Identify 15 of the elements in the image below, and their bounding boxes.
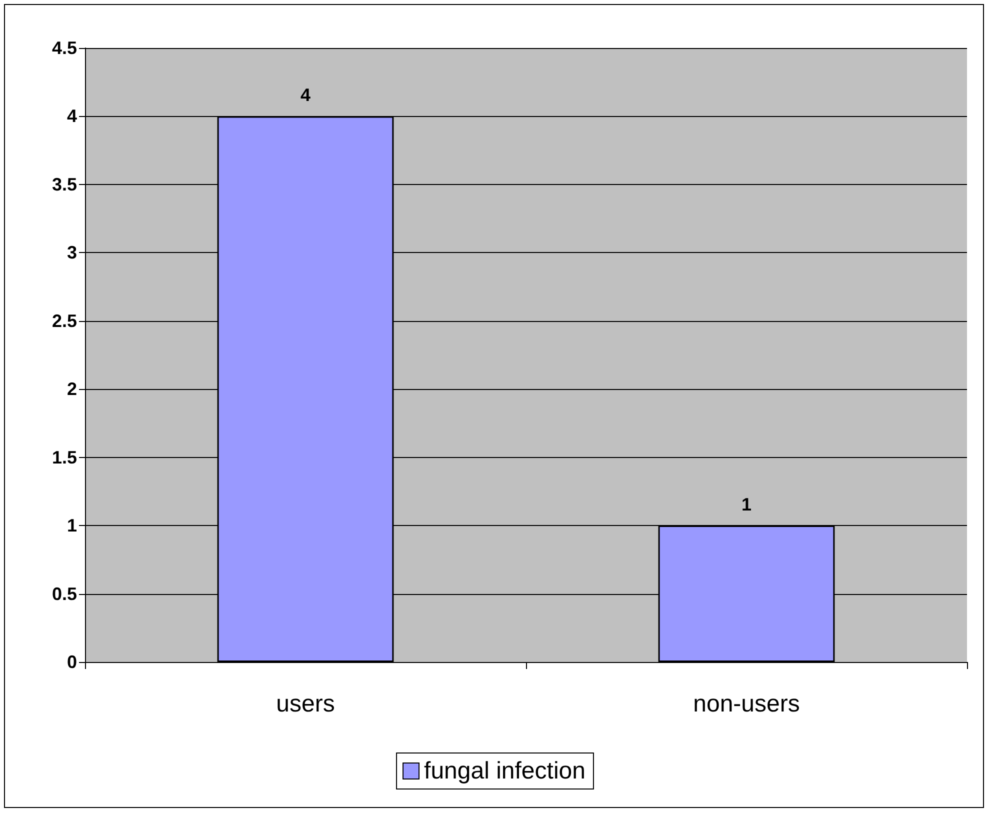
- x-tick-label: users: [276, 690, 335, 718]
- y-tick-label: 4.5: [52, 38, 77, 58]
- y-tick-label: 2.5: [52, 310, 77, 331]
- y-tick-label: 0.5: [52, 584, 77, 604]
- data-label: 4: [300, 85, 311, 106]
- data-label: 1: [741, 494, 752, 515]
- y-tick-label: 4: [66, 106, 77, 126]
- x-tick-label: non-users: [693, 690, 800, 718]
- y-tick-label: 1.5: [52, 447, 77, 468]
- legend-label: fungal infection: [424, 758, 586, 784]
- y-tick-label: 3: [66, 242, 77, 263]
- y-tick-label: 0: [66, 652, 77, 672]
- y-tick-label: 2: [66, 379, 77, 400]
- y-tick-label: 3.5: [52, 174, 77, 194]
- y-tick-label: 1: [66, 516, 77, 536]
